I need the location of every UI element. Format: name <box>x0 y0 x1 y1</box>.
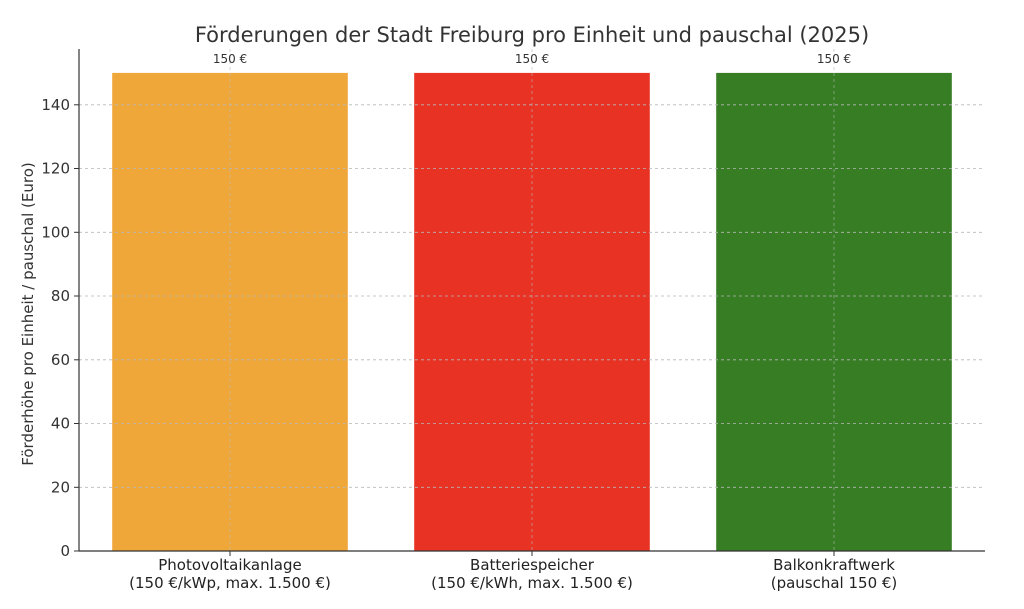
bar-3 <box>716 72 952 552</box>
grid-lines <box>79 49 985 551</box>
chart-title: Förderungen der Stadt Freiburg pro Einhe… <box>195 23 869 47</box>
x-tick-label: Balkonkraftwerk (pauschal 150 €) <box>771 556 898 592</box>
x-tick-label: Batteriespeicher (150 €/kWh, max. 1.500 €… <box>431 556 633 592</box>
axes <box>74 49 985 556</box>
y-tick-label: 20 <box>51 478 70 496</box>
y-tick-label: 60 <box>51 351 70 369</box>
y-tick-label: 140 <box>41 96 70 114</box>
data-label: 150 € <box>515 52 549 66</box>
y-tick-label: 100 <box>41 223 70 241</box>
y-tick-label: 0 <box>60 542 70 560</box>
y-tick-label: 120 <box>41 160 70 178</box>
y-tick-label: 40 <box>51 415 70 433</box>
bar-2 <box>414 72 650 552</box>
data-label: 150 € <box>817 52 851 66</box>
bar-1 <box>112 72 348 552</box>
x-tick-label: Photovoltaikanlage (150 €/kWp, max. 1.500… <box>129 556 331 592</box>
y-tick-label: 80 <box>51 287 70 305</box>
labels: 0 20 40 60 80 100 120 140 Photovoltaikanlage (150… <box>41 52 897 592</box>
y-axis-label: Förderhöhe pro Einheit / pauschal (Euro) <box>19 162 37 465</box>
data-label: 150 € <box>213 52 247 66</box>
bars <box>112 72 952 552</box>
